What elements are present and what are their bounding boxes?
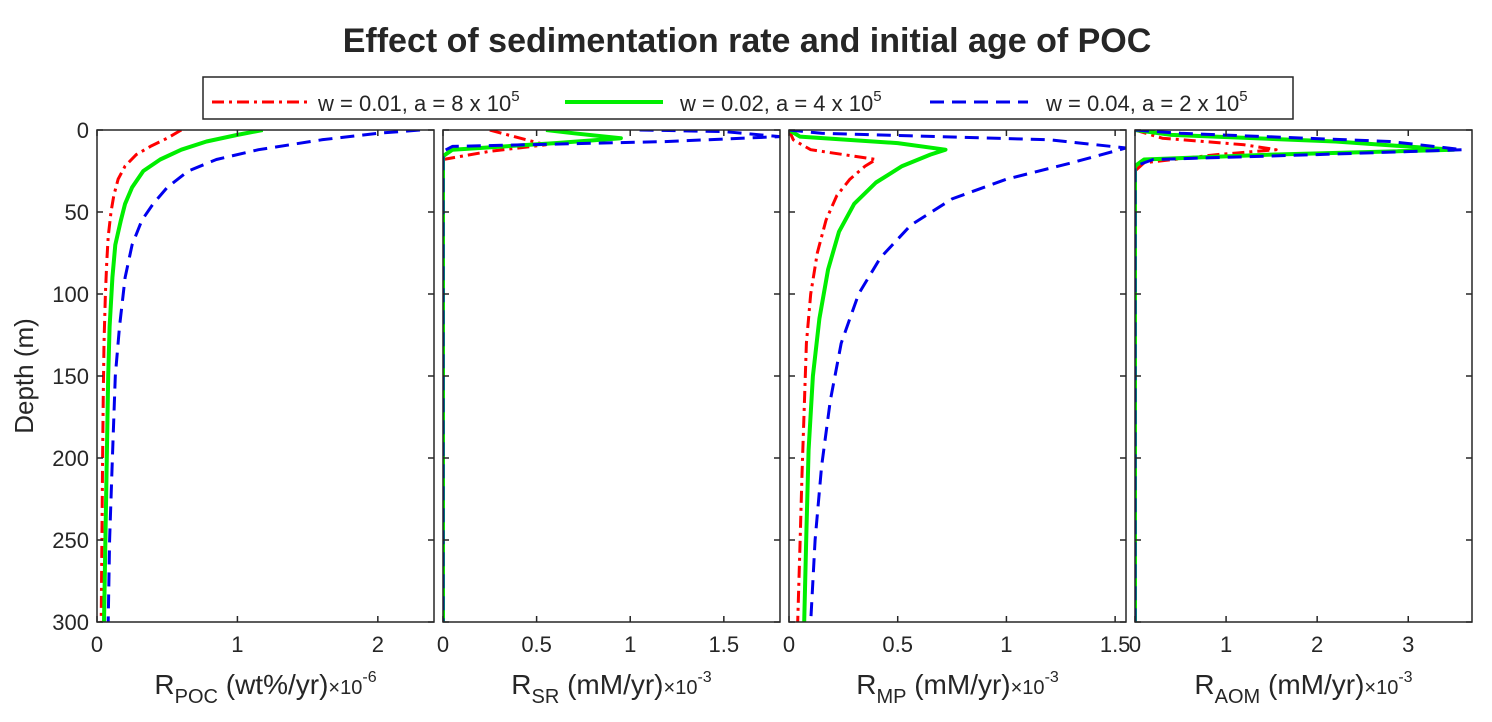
x-axis-label: RPOC (wt%/yr)×10-6: [154, 669, 376, 708]
x-tick-label: 1: [624, 632, 636, 657]
y-axis-label: Depth (m): [9, 318, 39, 434]
series-line-solid: [1135, 130, 1456, 622]
series-line-dashdot: [443, 130, 548, 622]
x-tick-label: 0: [91, 632, 103, 657]
x-tick-label: 1.5: [709, 632, 740, 657]
series-line-solid: [102, 130, 264, 622]
y-tick-label: 250: [52, 528, 89, 553]
x-tick-label: 1.5: [1100, 632, 1131, 657]
x-tick-label: 0.5: [882, 632, 913, 657]
series-line-dashed: [106, 130, 421, 622]
x-tick-label: 1: [231, 632, 243, 657]
x-axis-label: RAOM (mM/yr)×10-3: [1194, 669, 1412, 708]
y-tick-label: 300: [52, 610, 89, 635]
chart-title: Effect of sedimentation rate and initial…: [343, 22, 1152, 60]
axes-box: [442, 129, 781, 623]
axes-box: [96, 129, 435, 623]
y-tick-label: 100: [52, 282, 89, 307]
x-tick-label: 1: [1220, 632, 1232, 657]
series-line-solid: [443, 130, 623, 622]
series-line-dashed: [443, 130, 780, 622]
x-tick-label: 0: [1129, 632, 1141, 657]
axes-box: [788, 129, 1127, 623]
x-tick-label: 2: [372, 632, 384, 657]
x-tick-label: 0: [437, 632, 449, 657]
series-line-dashed: [789, 130, 1126, 622]
series-line-solid: [789, 130, 948, 622]
legend-entry-label: w = 0.02, a = 4 x 105: [679, 88, 882, 116]
series-line-dashdot: [99, 130, 183, 622]
series-line-dashdot: [789, 130, 878, 622]
legend: w = 0.01, a = 8 x 105 w = 0.02, a = 4 x 1…: [202, 76, 1294, 120]
axes-box: [1134, 129, 1473, 623]
x-axis-label: RSR (mM/yr)×10-3: [511, 669, 711, 708]
legend-entry-label: w = 0.01, a = 8 x 105: [317, 88, 520, 116]
x-tick-label: 0.5: [521, 632, 552, 657]
y-tick-label: 150: [52, 364, 89, 389]
x-axis-label: RMP (mM/yr)×10-3: [856, 669, 1059, 708]
x-tick-label: 0: [783, 632, 795, 657]
legend-entry-label: w = 0.04, a = 2 x 105: [1045, 88, 1248, 116]
series-line-dashed: [1135, 130, 1465, 622]
panel-2: 0 0.5 1 1.5 RSR (mM/yr)×10-3: [437, 129, 781, 708]
x-tick-label: 1: [1000, 632, 1012, 657]
x-tick-label: 3: [1402, 632, 1414, 657]
y-tick-label: 0: [77, 118, 89, 143]
y-tick-label: 200: [52, 446, 89, 471]
series-line-dashdot: [1135, 130, 1278, 622]
panel-3: 0 0.5 1 1.5 RMP (mM/yr)×10-3: [783, 129, 1131, 708]
panel-4: 0 1 2 3 RAOM (mM/yr)×10-3: [1129, 129, 1473, 708]
x-tick-label: 2: [1311, 632, 1323, 657]
y-tick-label: 50: [65, 200, 89, 225]
legend-box: [202, 76, 1294, 120]
